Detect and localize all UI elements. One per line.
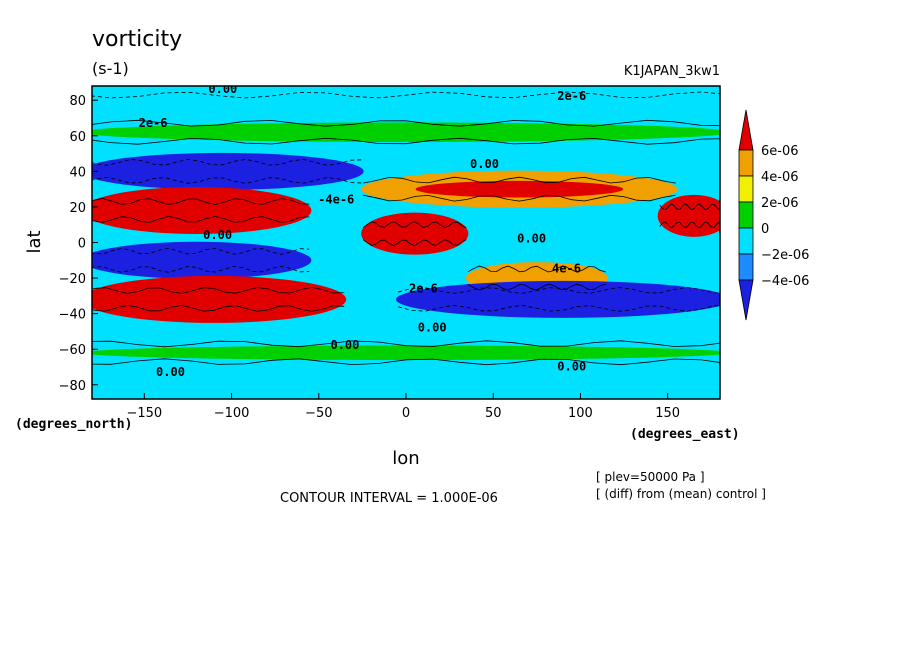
- y-units-label: (degrees_north): [15, 417, 132, 432]
- x-tick-label: −50: [305, 406, 332, 421]
- x-tick-label: −150: [126, 406, 162, 421]
- contour-line: [92, 158, 362, 166]
- colorbar-label: 0: [761, 222, 769, 237]
- x-axis-ticks: −150 −100 −50 0 50 100 150: [126, 393, 680, 421]
- chart-units: (s-1): [92, 59, 129, 78]
- x-tick-label: 50: [485, 406, 502, 421]
- vorticity-band-core: [128, 288, 300, 310]
- colorbar-label: 6e-06: [761, 144, 799, 159]
- contour-label: 0.00: [208, 82, 237, 96]
- vorticity-band: [92, 86, 720, 94]
- diff-info: [ (diff) from (mean) control ]: [596, 487, 766, 501]
- y-tick-label: −20: [59, 272, 86, 287]
- y-tick-label: 80: [69, 94, 86, 109]
- colorbar-segment: [738, 149, 754, 177]
- contour-label: 0.00: [418, 320, 447, 334]
- vorticity-band: [92, 122, 720, 142]
- colorbar: 6e-06 4e-06 2e-06 0 −2e-06 −4e-06: [738, 109, 809, 321]
- y-tick-label: 0: [78, 237, 86, 252]
- y-tick-label: 40: [69, 165, 86, 180]
- contour-label: -4e-6: [318, 192, 354, 206]
- x-tick-label: 0: [402, 406, 410, 421]
- x-tick-label: 100: [568, 406, 593, 421]
- plot-area: 0.00 2e-6 2e-6 0.00 -4e-6 0.00 0.00 4e-6 2e-6 0.0…: [92, 82, 720, 399]
- y-axis-ticks: −80 −60 −40 −20 0 20 40 60 80: [59, 94, 98, 394]
- vorticity-band-core: [675, 206, 713, 226]
- colorbar-label: −4e-06: [761, 274, 809, 289]
- contour-label: 0.00: [557, 360, 586, 374]
- contour-label: 0.00: [517, 232, 546, 246]
- level-info: [ plev=50000 Pa ]: [596, 470, 705, 484]
- colorbar-label: 4e-06: [761, 170, 799, 185]
- contour-line: [397, 304, 720, 312]
- contour-line: [397, 286, 720, 294]
- contour-line: [92, 304, 345, 312]
- contour-label: 0.00: [470, 157, 499, 171]
- contour-label: 2e-6: [409, 281, 438, 295]
- contour-interval-text: CONTOUR INTERVAL = 1.000E-06: [280, 491, 498, 506]
- contour-line: [363, 194, 676, 202]
- contour-line: [92, 216, 310, 223]
- x-tick-label: −100: [214, 406, 250, 421]
- contour-line: [92, 91, 720, 99]
- contour-line: [467, 265, 607, 273]
- colorbar-segment: [738, 175, 754, 203]
- contour-label: 0.00: [203, 228, 232, 242]
- y-tick-label: 60: [69, 130, 86, 145]
- contour-line: [92, 119, 720, 127]
- contour-label: 2e-6: [139, 116, 168, 130]
- colorbar-label: 2e-06: [761, 196, 799, 211]
- contour-line: [92, 198, 310, 205]
- y-tick-label: −40: [59, 308, 86, 323]
- vorticity-band-core: [384, 224, 446, 244]
- colorbar-segment: [738, 227, 754, 255]
- y-tick-label: 20: [69, 201, 86, 216]
- colorbar-label: −2e-06: [761, 248, 809, 263]
- contour-line: [92, 176, 362, 184]
- contour-line: [92, 358, 720, 366]
- contour-label: 0.00: [330, 338, 359, 352]
- contour-line: [467, 283, 607, 291]
- contour-line: [362, 239, 467, 247]
- dataset-label: K1JAPAN_3kw1: [624, 64, 720, 79]
- contour-label: 0.00: [156, 365, 185, 379]
- x-axis-label: lon: [392, 448, 419, 469]
- contour-line: [362, 221, 467, 229]
- contour-label: 2e-6: [557, 89, 586, 103]
- x-units-label: (degrees_east): [630, 427, 740, 442]
- colorbar-segment: [738, 253, 754, 281]
- colorbar-segment: [738, 279, 754, 321]
- x-tick-label: 150: [655, 406, 680, 421]
- vorticity-band: [92, 345, 720, 361]
- contour-lines: [92, 91, 720, 366]
- colorbar-segment: [738, 201, 754, 229]
- y-tick-label: −60: [59, 343, 86, 358]
- contour-line: [659, 203, 720, 211]
- vorticity-band-core: [453, 291, 673, 308]
- vorticity-band-core: [123, 199, 270, 222]
- vorticity-band-core: [123, 251, 270, 269]
- y-tick-label: −80: [59, 379, 86, 394]
- contour-line: [659, 221, 720, 229]
- contour-line: [92, 137, 720, 145]
- contour-line: [363, 176, 676, 184]
- y-axis-label: lat: [24, 230, 45, 253]
- vorticity-band-core: [131, 163, 315, 180]
- contour-labels: 0.00 2e-6 2e-6 0.00 -4e-6 0.00 0.00 4e-6 2e-6 0.0…: [139, 82, 587, 379]
- contour-line: [92, 286, 345, 294]
- colorbar-segment: [738, 109, 754, 151]
- chart-title: vorticity: [92, 27, 182, 52]
- vorticity-band-core: [415, 180, 624, 198]
- contour-line: [92, 340, 720, 348]
- contour-label: 4e-6: [552, 262, 581, 276]
